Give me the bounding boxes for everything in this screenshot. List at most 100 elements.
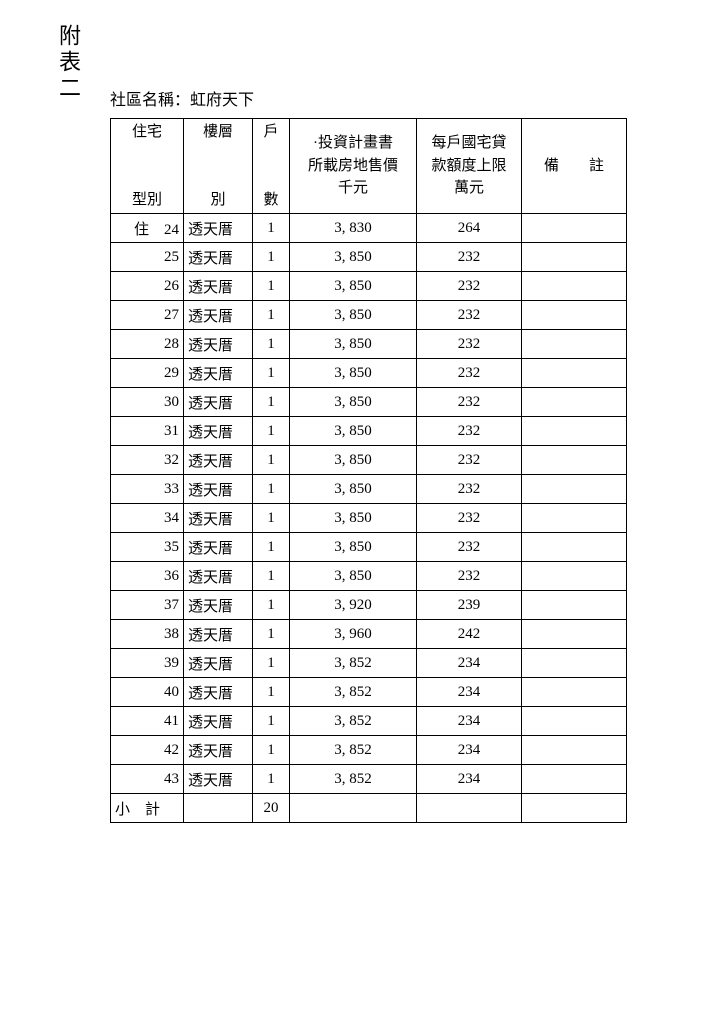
- cell-price: 3, 852: [290, 649, 417, 678]
- cell-note: [522, 562, 627, 591]
- cell-loan: 242: [417, 620, 522, 649]
- cell-type: 28: [111, 330, 184, 359]
- cell-price: 3, 850: [290, 272, 417, 301]
- cell-type: 住 24: [111, 214, 184, 243]
- cell-note: [522, 504, 627, 533]
- cell-floor: 透天厝: [184, 562, 253, 591]
- cell-note: [522, 649, 627, 678]
- cell-units: 1: [253, 591, 290, 620]
- cell-price: 3, 850: [290, 417, 417, 446]
- col-note-header: 備 註: [522, 119, 627, 214]
- cell-type: 34: [111, 504, 184, 533]
- cell-type: 41: [111, 707, 184, 736]
- community-name: 虹府天下: [190, 92, 254, 109]
- table-row: 32透天厝13, 850232: [111, 446, 627, 475]
- table-row: 41透天厝13, 852234: [111, 707, 627, 736]
- cell-type: 26: [111, 272, 184, 301]
- cell-note: [522, 272, 627, 301]
- cell-floor: 透天厝: [184, 736, 253, 765]
- cell-units: 1: [253, 678, 290, 707]
- table-row: 40透天厝13, 852234: [111, 678, 627, 707]
- cell-units: 1: [253, 475, 290, 504]
- cell-note: [522, 678, 627, 707]
- cell-floor: 透天厝: [184, 388, 253, 417]
- table-row: 25透天厝13, 850232: [111, 243, 627, 272]
- cell-loan: 232: [417, 388, 522, 417]
- subtotal-floor: [184, 794, 253, 823]
- cell-units: 1: [253, 272, 290, 301]
- cell-floor: 透天厝: [184, 272, 253, 301]
- table-row: 30透天厝13, 850232: [111, 388, 627, 417]
- cell-type: 30: [111, 388, 184, 417]
- cell-floor: 透天厝: [184, 678, 253, 707]
- cell-units: 1: [253, 214, 290, 243]
- cell-type: 33: [111, 475, 184, 504]
- header-row: 住宅型別 樓層別 戶數 ·投資計畫書所載房地售價千元 每戶國宅貸款額度上限萬元 …: [111, 119, 627, 214]
- cell-note: [522, 736, 627, 765]
- cell-loan: 232: [417, 272, 522, 301]
- subtotal-row: 小 計20: [111, 794, 627, 823]
- cell-note: [522, 620, 627, 649]
- cell-floor: 透天厝: [184, 330, 253, 359]
- cell-units: 1: [253, 707, 290, 736]
- cell-floor: 透天厝: [184, 707, 253, 736]
- cell-note: [522, 591, 627, 620]
- cell-loan: 232: [417, 330, 522, 359]
- cell-note: [522, 707, 627, 736]
- cell-units: 1: [253, 736, 290, 765]
- cell-price: 3, 850: [290, 475, 417, 504]
- table-wrap: 住宅型別 樓層別 戶數 ·投資計畫書所載房地售價千元 每戶國宅貸款額度上限萬元 …: [110, 118, 671, 823]
- cell-loan: 232: [417, 533, 522, 562]
- cell-floor: 透天厝: [184, 649, 253, 678]
- cell-type: 29: [111, 359, 184, 388]
- cell-type: 27: [111, 301, 184, 330]
- table-row: 36透天厝13, 850232: [111, 562, 627, 591]
- cell-loan: 232: [417, 446, 522, 475]
- cell-loan: 234: [417, 649, 522, 678]
- cell-floor: 透天厝: [184, 765, 253, 794]
- cell-type: 40: [111, 678, 184, 707]
- table-row: 住 24透天厝13, 830264: [111, 214, 627, 243]
- cell-floor: 透天厝: [184, 504, 253, 533]
- table-row: 35透天厝13, 850232: [111, 533, 627, 562]
- cell-type: 43: [111, 765, 184, 794]
- table-row: 31透天厝13, 850232: [111, 417, 627, 446]
- cell-floor: 透天厝: [184, 301, 253, 330]
- cell-loan: 239: [417, 591, 522, 620]
- cell-floor: 透天厝: [184, 591, 253, 620]
- cell-units: 1: [253, 330, 290, 359]
- table-row: 29透天厝13, 850232: [111, 359, 627, 388]
- cell-units: 1: [253, 301, 290, 330]
- cell-price: 3, 850: [290, 301, 417, 330]
- cell-loan: 234: [417, 736, 522, 765]
- cell-units: 1: [253, 243, 290, 272]
- subtotal-units: 20: [253, 794, 290, 823]
- cell-price: 3, 850: [290, 446, 417, 475]
- cell-type: 31: [111, 417, 184, 446]
- cell-units: 1: [253, 649, 290, 678]
- cell-type: 42: [111, 736, 184, 765]
- cell-type: 35: [111, 533, 184, 562]
- cell-type: 38: [111, 620, 184, 649]
- cell-note: [522, 301, 627, 330]
- table-row: 33透天厝13, 850232: [111, 475, 627, 504]
- cell-units: 1: [253, 388, 290, 417]
- cell-type: 32: [111, 446, 184, 475]
- cell-loan: 232: [417, 475, 522, 504]
- cell-price: 3, 850: [290, 243, 417, 272]
- cell-type: 36: [111, 562, 184, 591]
- cell-units: 1: [253, 620, 290, 649]
- col-floor-header: 樓層別: [184, 119, 253, 214]
- cell-floor: 透天厝: [184, 417, 253, 446]
- table-row: 26透天厝13, 850232: [111, 272, 627, 301]
- cell-price: 3, 852: [290, 678, 417, 707]
- community-line: 社區名稱：虹府天下: [110, 86, 671, 110]
- cell-type: 25: [111, 243, 184, 272]
- cell-note: [522, 417, 627, 446]
- cell-floor: 透天厝: [184, 620, 253, 649]
- cell-note: [522, 388, 627, 417]
- cell-price: 3, 850: [290, 504, 417, 533]
- col-loan-header: 每戶國宅貸款額度上限萬元: [417, 119, 522, 214]
- table-row: 38透天厝13, 960242: [111, 620, 627, 649]
- cell-price: 3, 852: [290, 707, 417, 736]
